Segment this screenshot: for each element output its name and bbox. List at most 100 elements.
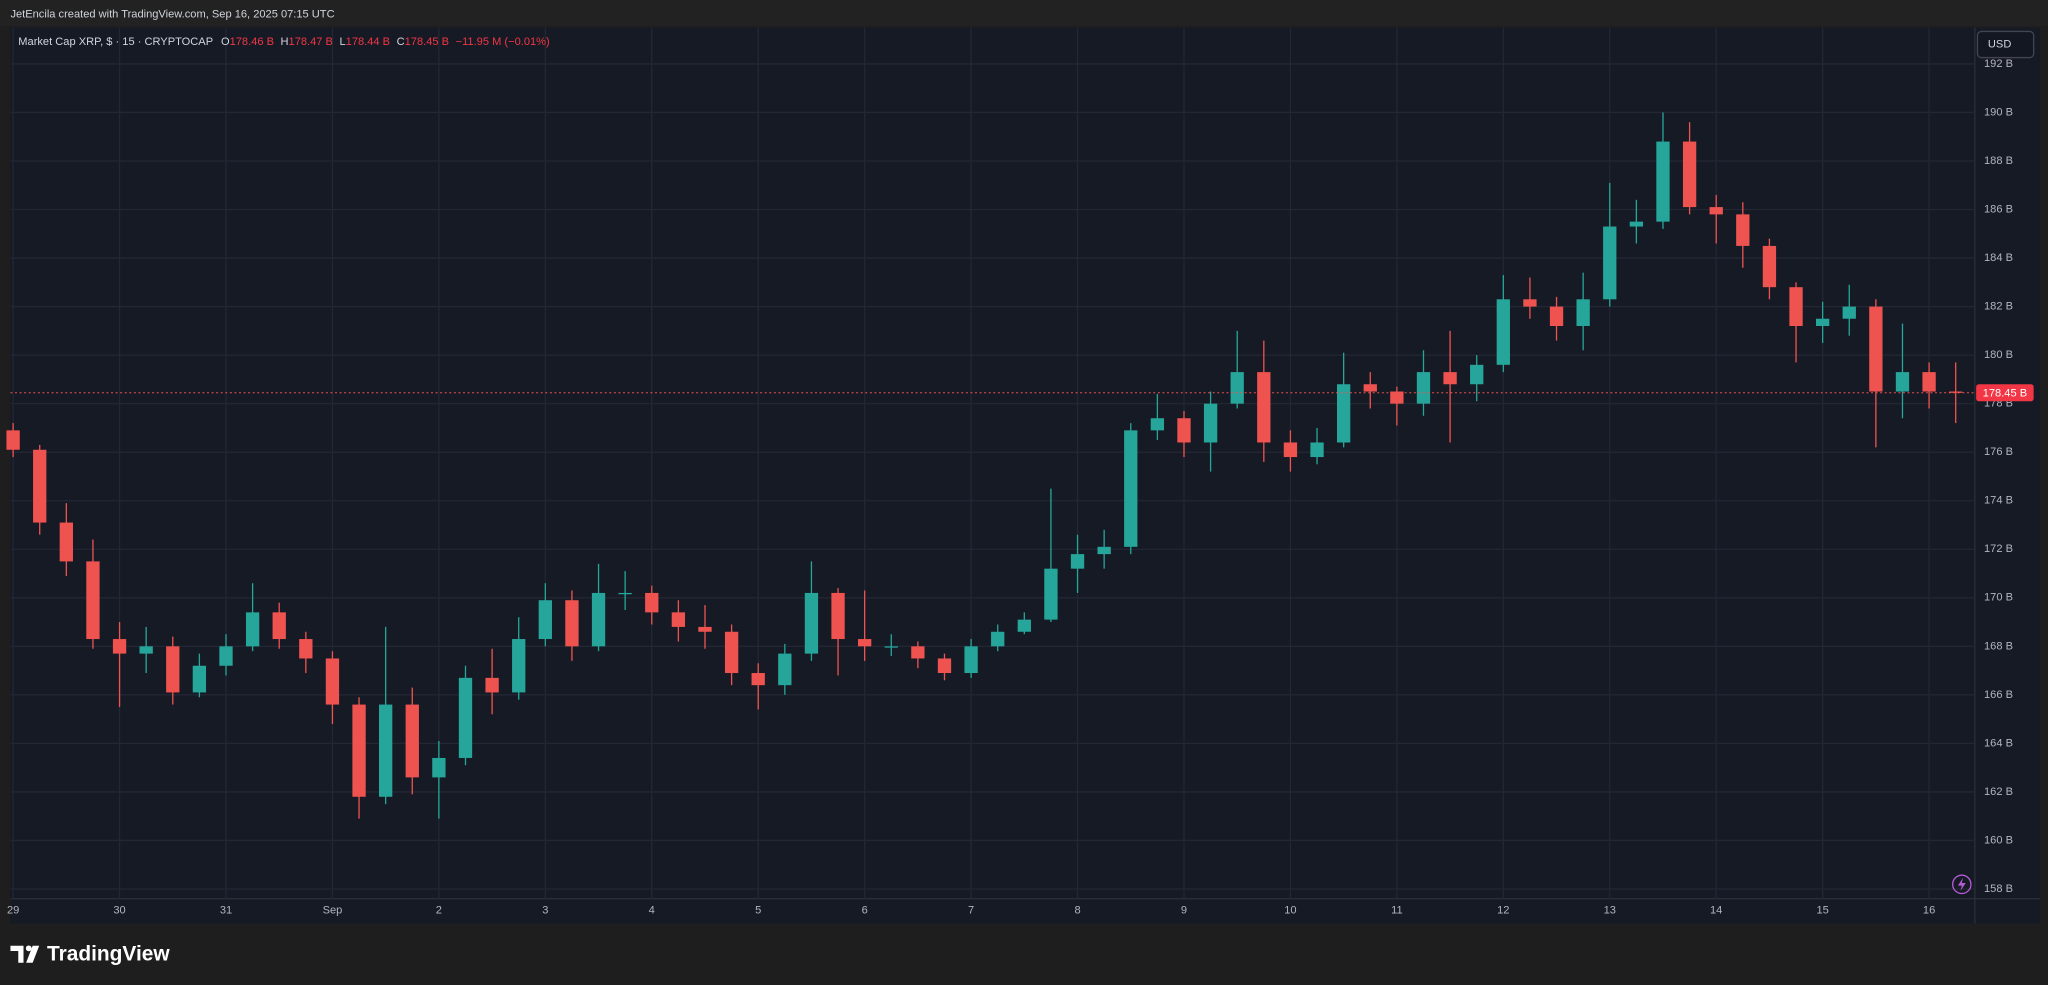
pane (10, 27, 1975, 899)
candle-body (991, 631, 1005, 647)
x-tick-label: 13 (1604, 904, 1616, 916)
candle-body (166, 646, 180, 693)
y-tick-label: 166 B (1984, 689, 2013, 701)
candle-body (724, 631, 739, 674)
ohlc-value: 178.47 B (289, 36, 333, 48)
legend: Market Cap XRP, $ · 15 · CRYPTOCAP O178.4… (18, 36, 549, 48)
y-tick-label: 180 B (1984, 349, 2013, 361)
candle-body (1124, 430, 1138, 547)
candle-body (1815, 318, 1830, 327)
ohlc-key: C (397, 36, 405, 48)
candle-body (1363, 384, 1377, 392)
currency[interactable]: USD (1988, 38, 2011, 50)
symbol: Market Cap XRP, $ · 15 · CRYPTOCAP (18, 36, 213, 48)
x-tick-label: 16 (1923, 904, 1935, 916)
last-price-box (1976, 384, 2034, 402)
candle-body (1496, 299, 1510, 365)
candle-body (1922, 372, 1936, 392)
candle-body (33, 449, 47, 523)
x-tick-label: 8 (1074, 904, 1080, 916)
x-tick-label: 31 (220, 904, 232, 916)
candle-body (219, 646, 233, 666)
y-tick-label: 190 B (1984, 106, 2013, 118)
currency-button[interactable] (1976, 30, 2035, 59)
candle-body (538, 600, 552, 640)
ohlc-key: O (221, 36, 230, 48)
x-tick-label: 2 (436, 904, 442, 916)
candle-body (1416, 372, 1431, 404)
y-tick-label: 172 B (1984, 543, 2013, 555)
candle-body (1842, 306, 1856, 319)
candle-body (1869, 306, 1883, 392)
candle-body (1097, 546, 1111, 555)
candle-body (352, 704, 366, 797)
candle-body (618, 592, 632, 595)
candle-body (1709, 207, 1723, 215)
candle-body (964, 646, 978, 674)
candle-body (1443, 372, 1457, 385)
x-tick-label: 11 (1391, 904, 1403, 916)
ohlc-key: L (340, 36, 346, 48)
ohlc-key: H (281, 36, 289, 48)
candle-body (804, 592, 819, 654)
candle-body (911, 646, 925, 659)
y-tick-label: 160 B (1984, 834, 2013, 846)
candle-body (1949, 391, 1963, 393)
candle-body (485, 677, 499, 693)
candle-body (139, 646, 153, 654)
x-tick-label: 30 (113, 904, 125, 916)
candle-body (1177, 418, 1191, 443)
logo-mark (10, 945, 24, 963)
ohlc-value: 178.46 B (230, 36, 274, 48)
logo-mark (25, 945, 32, 952)
candle-body (1070, 554, 1085, 569)
candle-body (591, 592, 606, 647)
grid (10, 27, 1975, 899)
x-tick-label: 7 (968, 904, 974, 916)
y-tick-label: 186 B (1984, 203, 2013, 215)
candle-body (1257, 372, 1271, 443)
candle-body (405, 704, 419, 778)
candle-body (1150, 418, 1165, 431)
ohlc-value: 178.45 B (405, 36, 449, 48)
candle-body (1736, 214, 1750, 246)
candle-body (831, 592, 845, 640)
candle-body (1682, 141, 1697, 208)
candle-body (325, 658, 340, 705)
candle-body (858, 639, 872, 647)
price-axis (1974, 27, 2041, 899)
candle-body (884, 646, 898, 648)
y-tick-label: 184 B (1984, 252, 2013, 264)
candle-body (1470, 364, 1484, 385)
candle-body (432, 757, 446, 778)
y-tick-label: 182 B (1984, 301, 2013, 313)
candle-body (698, 626, 712, 632)
candle-body (1656, 141, 1670, 222)
time-axis (10, 898, 2041, 924)
candle-body (458, 677, 473, 758)
alert-icon[interactable] (1951, 874, 1972, 895)
candle-body (565, 600, 579, 647)
y-tick-label: 176 B (1984, 446, 2013, 458)
x-tick-label: 29 (7, 904, 19, 916)
y-tick-label: 174 B (1984, 495, 2013, 507)
candle-body (1230, 372, 1244, 404)
x-tick-label: 15 (1816, 904, 1828, 916)
candle-body (1283, 442, 1298, 458)
candle-body (1762, 245, 1777, 288)
x-tick-label: 3 (542, 904, 548, 916)
header-bar (0, 0, 2048, 27)
logo (10, 945, 40, 963)
x-tick-label: 12 (1497, 904, 1509, 916)
candle-body (1789, 287, 1803, 327)
brand: TradingView (47, 942, 170, 965)
x-tick-label: 5 (755, 904, 761, 916)
y-tick-label: 168 B (1984, 640, 2013, 652)
y-tick-label: 164 B (1984, 737, 2013, 749)
candle-body (1523, 299, 1537, 307)
candle-body (645, 592, 659, 613)
candle-body (86, 561, 100, 640)
ohlc-value: 178.44 B (346, 36, 390, 48)
